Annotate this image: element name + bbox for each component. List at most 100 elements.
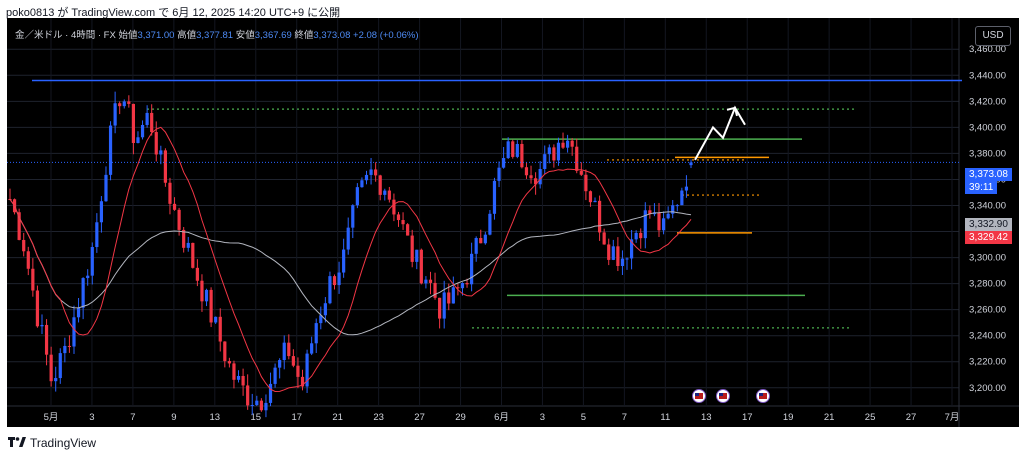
x-tick-label: 19 <box>783 412 794 423</box>
candle-body <box>54 378 58 382</box>
candle-body <box>602 232 606 245</box>
candle-body <box>319 315 323 324</box>
forecast-arrowhead <box>726 106 738 117</box>
footer-brand: TradingView <box>8 436 96 450</box>
x-tick-label: 7 <box>130 412 135 423</box>
candle-body <box>264 402 268 411</box>
candle-body <box>328 276 332 304</box>
x-tick-label: 27 <box>906 412 917 423</box>
candlestick-chart[interactable]: 3,200.00 3,220.00 3,240.00 3,260.00 3,280.00… <box>7 18 1019 427</box>
candle-body <box>200 280 204 302</box>
x-tick-label: 17 <box>291 412 302 423</box>
candle-body <box>195 267 199 281</box>
y-tick-label: 3,420.00 <box>969 96 1006 107</box>
candle-body <box>406 224 410 236</box>
candle-body <box>451 287 455 304</box>
candle-body <box>534 178 538 185</box>
candle-body <box>611 246 615 260</box>
candle-body <box>575 146 579 171</box>
y-tick-label: 3,380.00 <box>969 148 1006 159</box>
candle-body <box>232 363 236 380</box>
candle-body <box>314 323 318 344</box>
close-value: 3,373.08 <box>313 30 351 41</box>
candle-body <box>118 103 122 107</box>
ma-short-line <box>9 126 692 393</box>
x-tick-label: 7月 <box>945 412 960 423</box>
chart-area[interactable]: 3,200.00 3,220.00 3,240.00 3,260.00 3,280.00… <box>7 18 1019 427</box>
candle-body <box>616 246 620 267</box>
ma-long-line <box>9 199 692 336</box>
candle-body <box>246 385 250 406</box>
x-tick-label: 23 <box>373 412 384 423</box>
candle-body <box>447 292 451 304</box>
candle-body <box>561 142 565 148</box>
candle-body <box>666 213 670 219</box>
low-label: 安値 <box>235 30 255 41</box>
candle-body <box>209 289 213 323</box>
candle-body <box>570 140 574 147</box>
candle-body <box>278 360 282 368</box>
x-tick-label: 5月 <box>44 412 59 423</box>
candle-body <box>63 345 67 354</box>
candle-body <box>22 239 26 252</box>
candle-body <box>323 303 327 316</box>
candle-body <box>648 210 652 215</box>
y-tick-label: 3,280.00 <box>969 279 1006 290</box>
candle-body <box>483 234 487 244</box>
candle-body <box>81 278 85 308</box>
x-tick-label: 7 <box>622 412 627 423</box>
candle-body <box>433 282 437 298</box>
candle-body <box>556 142 561 161</box>
candle-body <box>415 249 419 262</box>
x-tick-label: 25 <box>865 412 876 423</box>
candle-body <box>282 342 286 361</box>
currency-button[interactable]: USD <box>975 26 1011 46</box>
candle-body <box>186 242 190 248</box>
tradingview-logo-icon <box>8 436 26 450</box>
candle-body <box>310 343 314 354</box>
x-tick-label: 13 <box>701 412 712 423</box>
candle-body <box>332 276 337 286</box>
candle-body <box>108 125 113 175</box>
x-tick-label: 13 <box>210 412 221 423</box>
x-tick-label: 6月 <box>494 412 509 423</box>
candle-body <box>40 324 44 327</box>
x-tick-label: 29 <box>455 412 466 423</box>
candle-body <box>620 258 625 267</box>
candle-body <box>291 356 295 366</box>
x-tick-label: 11 <box>660 412 670 423</box>
ohlc-legend: 金／米ドル · 4時間 · FX 始値3,371.00 高値3,377.81 安… <box>15 27 419 41</box>
candle-body <box>607 244 611 260</box>
candle-body <box>492 180 497 214</box>
candle-body <box>145 112 149 125</box>
candle-body <box>502 158 506 168</box>
candle-body <box>355 187 359 206</box>
candle-body <box>597 200 602 233</box>
candle-body <box>122 101 126 107</box>
candle-body <box>90 247 94 276</box>
x-tick-label: 21 <box>824 412 835 423</box>
x-tick-label: 15 <box>250 412 261 423</box>
open-label: 始値 <box>118 30 138 41</box>
x-tick-label: 17 <box>742 412 753 423</box>
candle-body <box>223 341 227 362</box>
candle-body <box>337 272 341 286</box>
candle-body <box>671 205 675 214</box>
footer-brand-label: TradingView <box>30 436 97 450</box>
candle-body <box>506 141 510 159</box>
candle-body <box>689 162 693 166</box>
candle-body <box>296 365 300 377</box>
candle-body <box>204 289 209 302</box>
candle-body <box>259 400 263 411</box>
candle-body <box>424 279 428 284</box>
candle-body <box>227 361 231 364</box>
candle-body <box>529 175 533 179</box>
candle-body <box>515 143 519 157</box>
candle-body <box>342 249 346 273</box>
candle-body <box>392 199 396 215</box>
candle-body <box>419 249 423 284</box>
event-flag-canton <box>719 393 723 396</box>
x-tick-label: 5 <box>581 412 586 423</box>
candle-body <box>474 238 478 254</box>
candle-body <box>351 205 355 228</box>
